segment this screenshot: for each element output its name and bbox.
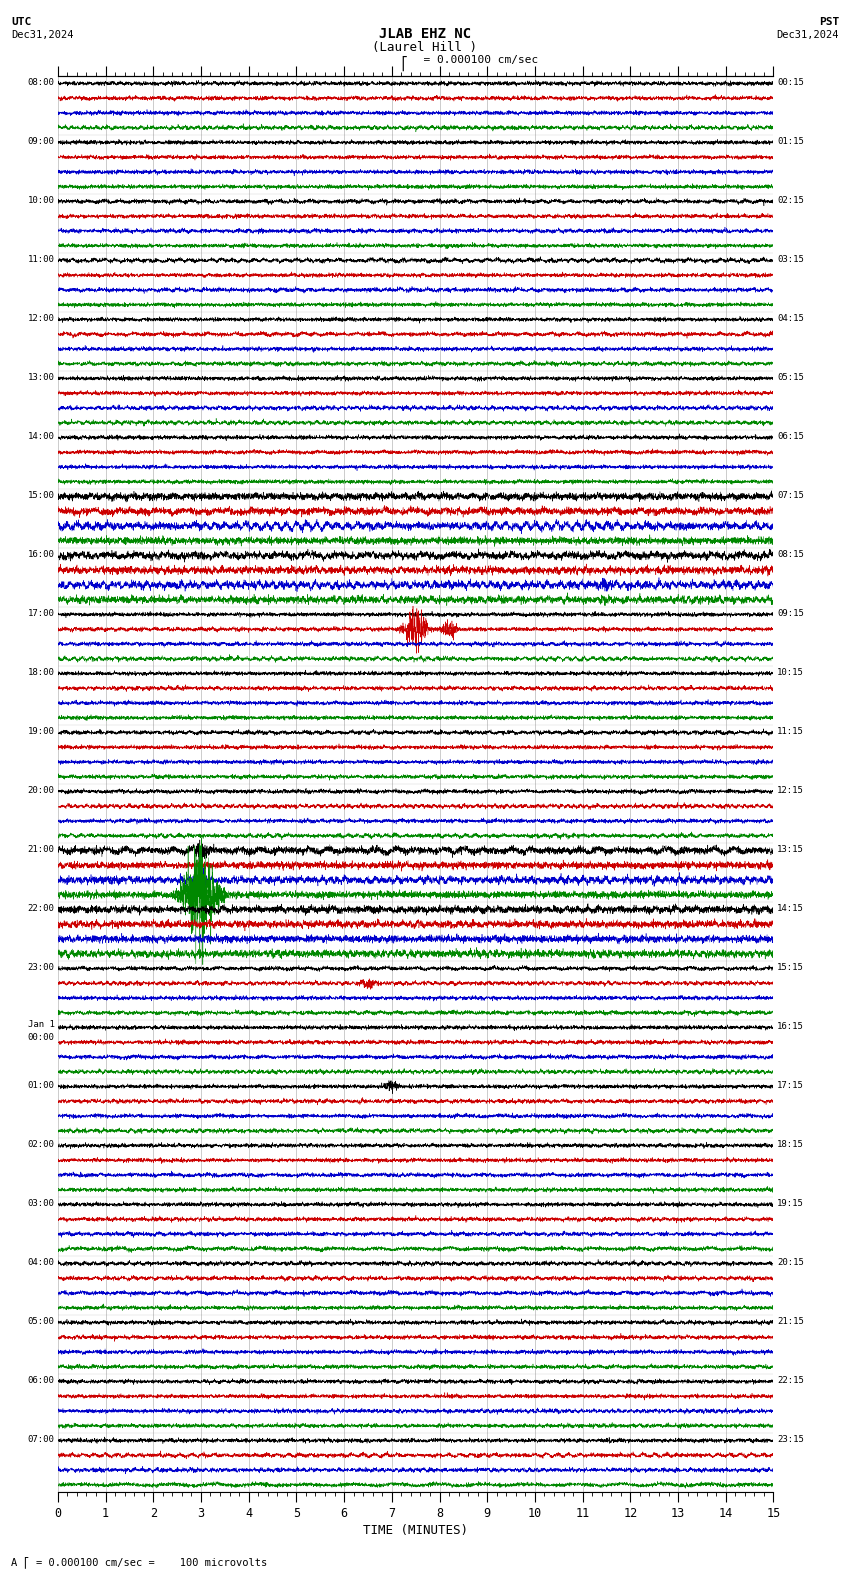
Text: 23:00: 23:00 bbox=[27, 963, 54, 971]
Text: 05:00: 05:00 bbox=[27, 1316, 54, 1326]
Text: PST: PST bbox=[819, 17, 839, 27]
Text: 20:00: 20:00 bbox=[27, 786, 54, 795]
Text: 05:15: 05:15 bbox=[777, 372, 804, 382]
Text: 20:15: 20:15 bbox=[777, 1258, 804, 1267]
Text: 06:00: 06:00 bbox=[27, 1375, 54, 1384]
Text: Dec31,2024: Dec31,2024 bbox=[11, 30, 74, 40]
Text: 13:00: 13:00 bbox=[27, 372, 54, 382]
Text: 08:00: 08:00 bbox=[27, 78, 54, 87]
Text: 01:15: 01:15 bbox=[777, 136, 804, 146]
Text: 01:00: 01:00 bbox=[27, 1080, 54, 1090]
Text: 07:15: 07:15 bbox=[777, 491, 804, 499]
Text: 16:15: 16:15 bbox=[777, 1022, 804, 1031]
Text: 10:00: 10:00 bbox=[27, 195, 54, 204]
Text: 18:15: 18:15 bbox=[777, 1140, 804, 1148]
Text: 09:15: 09:15 bbox=[777, 608, 804, 618]
Text: Dec31,2024: Dec31,2024 bbox=[776, 30, 839, 40]
Text: 21:15: 21:15 bbox=[777, 1316, 804, 1326]
Text: 12:15: 12:15 bbox=[777, 786, 804, 795]
Text: 10:15: 10:15 bbox=[777, 667, 804, 676]
Text: 04:00: 04:00 bbox=[27, 1258, 54, 1267]
Text: 15:00: 15:00 bbox=[27, 491, 54, 499]
Text: 14:00: 14:00 bbox=[27, 431, 54, 440]
Text: 19:00: 19:00 bbox=[27, 727, 54, 735]
Text: UTC: UTC bbox=[11, 17, 31, 27]
Text: A ⎡ = 0.000100 cm/sec =    100 microvolts: A ⎡ = 0.000100 cm/sec = 100 microvolts bbox=[11, 1557, 267, 1568]
Text: 15:15: 15:15 bbox=[777, 963, 804, 971]
Text: Jan 1: Jan 1 bbox=[27, 1020, 54, 1030]
Text: 22:00: 22:00 bbox=[27, 903, 54, 912]
Text: (Laurel Hill ): (Laurel Hill ) bbox=[372, 41, 478, 54]
Text: 12:00: 12:00 bbox=[27, 314, 54, 323]
Text: 00:15: 00:15 bbox=[777, 78, 804, 87]
Text: = 0.000100 cm/sec: = 0.000100 cm/sec bbox=[410, 55, 538, 65]
Text: JLAB EHZ NC: JLAB EHZ NC bbox=[379, 27, 471, 41]
Text: 13:15: 13:15 bbox=[777, 844, 804, 854]
Text: 02:00: 02:00 bbox=[27, 1140, 54, 1148]
Text: 23:15: 23:15 bbox=[777, 1435, 804, 1443]
Text: 03:00: 03:00 bbox=[27, 1199, 54, 1207]
Text: 22:15: 22:15 bbox=[777, 1375, 804, 1384]
Text: 11:00: 11:00 bbox=[27, 255, 54, 263]
Text: 00:00: 00:00 bbox=[27, 1033, 54, 1042]
Text: 08:15: 08:15 bbox=[777, 550, 804, 559]
X-axis label: TIME (MINUTES): TIME (MINUTES) bbox=[363, 1524, 468, 1536]
Text: 06:15: 06:15 bbox=[777, 431, 804, 440]
Text: 18:00: 18:00 bbox=[27, 667, 54, 676]
Text: 09:00: 09:00 bbox=[27, 136, 54, 146]
Text: 21:00: 21:00 bbox=[27, 844, 54, 854]
Text: 16:00: 16:00 bbox=[27, 550, 54, 559]
Text: 17:15: 17:15 bbox=[777, 1080, 804, 1090]
Text: 07:00: 07:00 bbox=[27, 1435, 54, 1443]
Text: 17:00: 17:00 bbox=[27, 608, 54, 618]
Text: ⎡: ⎡ bbox=[400, 55, 408, 71]
Text: 19:15: 19:15 bbox=[777, 1199, 804, 1207]
Text: 03:15: 03:15 bbox=[777, 255, 804, 263]
Text: 04:15: 04:15 bbox=[777, 314, 804, 323]
Text: 11:15: 11:15 bbox=[777, 727, 804, 735]
Text: 14:15: 14:15 bbox=[777, 903, 804, 912]
Text: 02:15: 02:15 bbox=[777, 195, 804, 204]
